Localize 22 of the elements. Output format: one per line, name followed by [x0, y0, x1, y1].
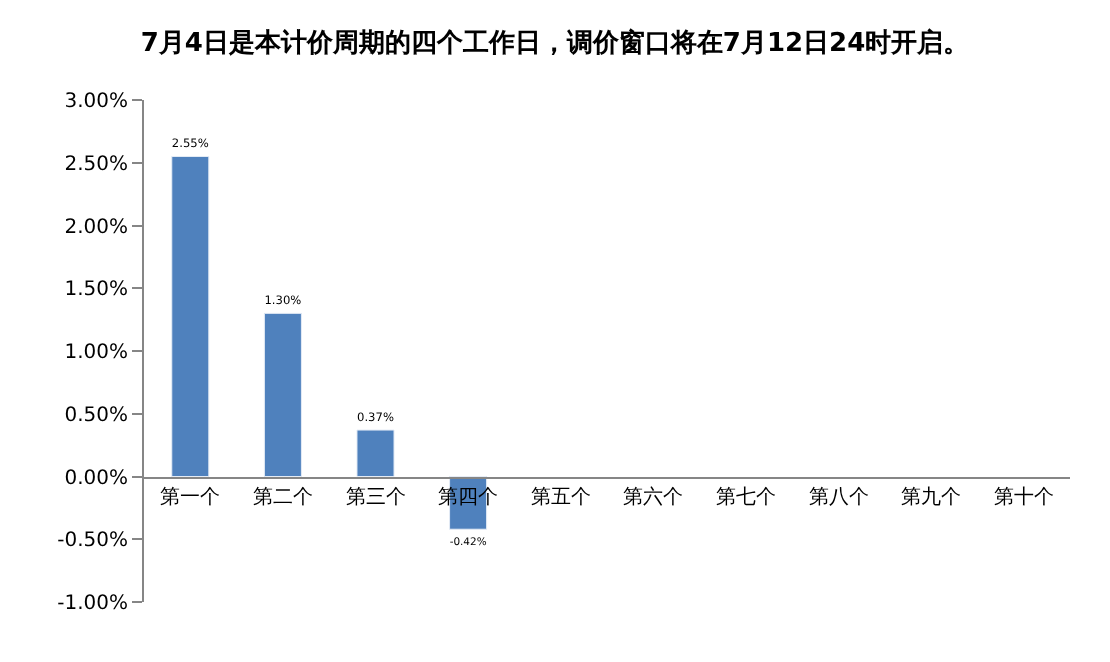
y-tick-label: 0.50%	[64, 404, 128, 427]
y-tick-label: -0.50%	[57, 530, 128, 553]
x-tick-label: 第五个	[530, 484, 591, 509]
y-tick-label: 3.00%	[64, 91, 128, 113]
y-tick-label: -1.00%	[57, 593, 128, 615]
y-tick-label: 0.00%	[64, 467, 128, 490]
y-tick-label: 2.50%	[64, 153, 128, 176]
x-tick-label: 第六个	[623, 484, 684, 509]
x-tick-label: 第一个	[160, 484, 221, 509]
bar	[171, 155, 210, 477]
x-tick-label: 第十个	[993, 484, 1054, 509]
x-tick-label: 第七个	[715, 484, 776, 509]
y-tick-label: 1.50%	[64, 279, 128, 302]
x-tick-label: 第九个	[901, 484, 962, 509]
y-tick-label: 2.00%	[64, 216, 128, 239]
x-tick-label: 第二个	[252, 484, 313, 509]
x-tick-label: 第三个	[345, 484, 406, 509]
y-tick-label: 1.00%	[64, 342, 128, 364]
bar	[263, 312, 302, 477]
chart-title: 7月4日是本计价周期的四个工作日，调价窗口将在7月12日24时开启。	[140, 27, 970, 60]
bar	[356, 429, 395, 477]
x-tick-label: 第八个	[808, 484, 869, 509]
